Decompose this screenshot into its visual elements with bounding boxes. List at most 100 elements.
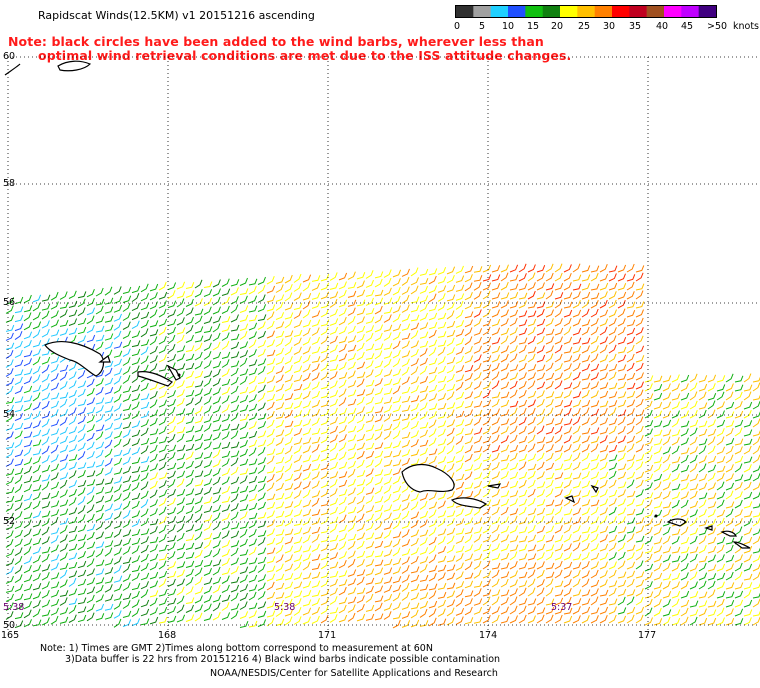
wind-barb <box>671 617 681 626</box>
wind-barb <box>644 598 653 608</box>
wind-barb <box>23 476 33 484</box>
wind-barb <box>626 291 635 300</box>
wind-barb <box>41 492 51 500</box>
wind-barb <box>617 571 627 579</box>
wind-barb <box>536 327 546 336</box>
wind-barb <box>383 332 392 341</box>
wind-barb <box>302 293 312 301</box>
wind-barb <box>410 358 419 367</box>
wind-barb <box>635 560 644 570</box>
wind-barb <box>698 375 708 383</box>
wind-barb <box>608 479 617 489</box>
wind-barb <box>248 584 258 592</box>
wind-barb <box>608 552 617 561</box>
wind-barb <box>50 463 59 472</box>
wind-barb <box>608 418 618 426</box>
wind-barb <box>302 580 312 589</box>
wind-barb <box>95 568 105 576</box>
wind-barb <box>518 489 528 498</box>
wind-barb <box>725 600 735 608</box>
wind-barb <box>329 498 339 506</box>
wind-barb <box>752 616 760 626</box>
wind-barb <box>311 444 320 453</box>
wind-barb <box>176 327 186 335</box>
wind-barb <box>275 284 284 293</box>
wind-barb <box>491 434 500 444</box>
wind-barb <box>698 492 708 500</box>
wind-barb <box>743 384 753 392</box>
wind-barb <box>329 364 339 371</box>
wind-barb <box>185 290 195 298</box>
wind-barb <box>455 571 464 580</box>
wind-barb <box>131 384 141 393</box>
wind-barb <box>158 461 167 471</box>
wind-barb <box>293 273 302 283</box>
wind-barb <box>608 614 617 624</box>
wind-barb <box>176 578 185 587</box>
wind-barb <box>671 418 680 428</box>
wind-barb <box>545 562 555 570</box>
wind-barb <box>203 496 213 504</box>
wind-barb <box>122 312 131 321</box>
wind-barb <box>455 508 464 517</box>
wind-barb <box>527 282 536 291</box>
wind-barb <box>662 463 671 473</box>
wind-barb <box>41 564 51 572</box>
wind-barb <box>338 604 347 614</box>
wind-barb <box>617 326 626 336</box>
wind-barb <box>491 371 500 381</box>
wind-barb <box>680 537 690 545</box>
wind-barb <box>536 534 546 543</box>
wind-barb <box>185 298 194 307</box>
wind-barb <box>338 362 347 371</box>
wind-barb <box>104 367 113 377</box>
wind-barb <box>374 540 384 549</box>
wind-barb <box>716 446 726 455</box>
wind-barb <box>644 400 653 410</box>
wind-barb <box>149 480 158 490</box>
wind-barb <box>590 588 599 597</box>
wind-barb <box>140 302 150 311</box>
wind-barb <box>554 292 564 300</box>
wind-barb <box>563 336 573 345</box>
wind-barb <box>95 386 104 396</box>
wind-barb <box>518 390 527 399</box>
wind-barb <box>320 578 329 588</box>
wind-barb <box>14 494 24 503</box>
wind-barb <box>662 573 672 581</box>
wind-barb <box>275 420 285 428</box>
wind-barb <box>158 524 167 534</box>
wind-barb <box>635 389 644 399</box>
legend-swatch <box>542 6 561 17</box>
wind-barb <box>662 436 671 446</box>
wind-barb <box>599 390 609 399</box>
wind-barb <box>482 318 492 327</box>
wind-barb <box>536 587 545 597</box>
wind-barb <box>626 344 635 354</box>
wind-barb <box>176 532 185 542</box>
wind-barb <box>473 390 483 399</box>
wind-barb <box>689 616 698 626</box>
wind-barb <box>68 407 77 416</box>
wind-barb <box>41 474 51 482</box>
wind-barb <box>365 297 374 306</box>
wind-barb <box>671 445 680 455</box>
wind-barb <box>671 374 680 383</box>
wind-barb <box>95 577 105 585</box>
wind-barb <box>509 588 518 597</box>
wind-barb <box>311 454 321 462</box>
wind-barb <box>14 556 23 566</box>
wind-barb <box>707 492 717 500</box>
wind-barb <box>347 496 356 505</box>
wind-barb <box>509 283 519 291</box>
wind-barb <box>617 435 626 444</box>
wind-barb <box>266 474 275 483</box>
wind-barb <box>617 463 627 471</box>
wind-barb <box>104 448 113 458</box>
wind-barb <box>122 286 132 294</box>
wind-barb <box>752 445 760 455</box>
wind-barb <box>455 365 465 373</box>
wind-barb <box>248 305 258 313</box>
wind-barb <box>50 581 60 589</box>
wind-barb <box>77 451 86 461</box>
